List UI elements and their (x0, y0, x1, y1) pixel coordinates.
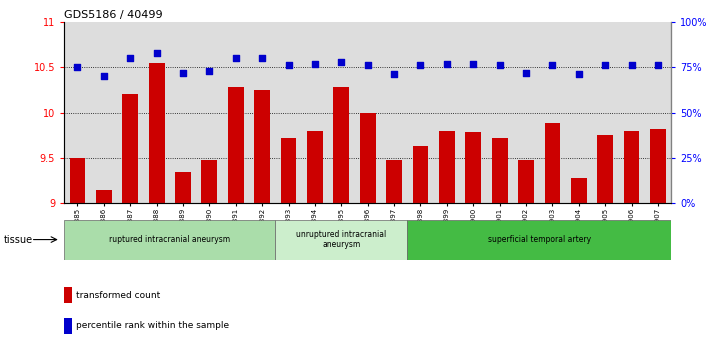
Bar (360, 113, 376, 203)
Point (441, 61, 453, 66)
Bar (492, 138, 508, 203)
Point (124, 55, 136, 61)
Bar (64, 318, 72, 334)
Bar (545, 123, 560, 203)
Bar (623, 131, 640, 203)
Bar (407, 220, 671, 260)
Point (203, 68, 215, 74)
Point (98, 73, 109, 79)
Bar (598, 135, 613, 203)
Point (653, 62, 664, 68)
Bar (571, 178, 587, 203)
Text: transformed count: transformed count (76, 291, 161, 300)
Point (151, 50, 162, 56)
Bar (201, 160, 217, 203)
Text: GDS5186 / 40499: GDS5186 / 40499 (64, 9, 163, 20)
Text: ruptured intracranial aneurysm: ruptured intracranial aneurysm (109, 235, 231, 244)
Point (388, 72, 400, 77)
Point (71, 64, 83, 70)
Bar (149, 62, 164, 203)
Bar (413, 146, 428, 203)
Bar (281, 138, 296, 203)
Point (362, 62, 373, 68)
Bar (175, 172, 191, 203)
Text: unruptured intracranial
aneurysm: unruptured intracranial aneurysm (296, 230, 386, 249)
Bar (518, 160, 534, 203)
Bar (64, 220, 276, 260)
Bar (439, 131, 455, 203)
Bar (466, 132, 481, 203)
Bar (386, 160, 402, 203)
Point (547, 62, 558, 68)
Text: percentile rank within the sample: percentile rank within the sample (76, 322, 229, 330)
Point (309, 61, 321, 66)
Bar (276, 220, 407, 260)
Point (626, 62, 638, 68)
Point (468, 61, 479, 66)
Point (521, 70, 532, 76)
Point (600, 62, 611, 68)
Text: tissue: tissue (4, 234, 33, 245)
Point (256, 55, 268, 61)
Point (230, 55, 241, 61)
Bar (333, 87, 349, 203)
Point (177, 70, 188, 76)
Bar (69, 158, 86, 203)
Bar (307, 131, 323, 203)
Point (336, 59, 347, 65)
Bar (96, 189, 112, 203)
Point (415, 62, 426, 68)
Bar (254, 90, 270, 203)
Point (283, 62, 294, 68)
Bar (650, 129, 666, 203)
Point (573, 72, 585, 77)
Text: superficial temporal artery: superficial temporal artery (488, 235, 590, 244)
Bar (64, 287, 72, 303)
Bar (122, 94, 138, 203)
Bar (228, 87, 243, 203)
Point (494, 62, 506, 68)
